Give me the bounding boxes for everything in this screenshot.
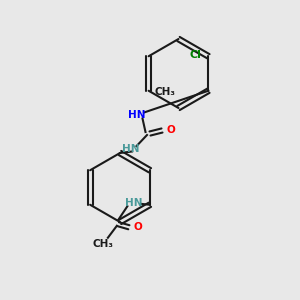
Text: HN: HN <box>128 110 145 121</box>
Text: HN: HN <box>122 143 139 154</box>
Text: CH₃: CH₃ <box>154 87 175 97</box>
Text: O: O <box>167 125 175 136</box>
Text: HN: HN <box>124 198 142 208</box>
Text: Cl: Cl <box>189 50 201 60</box>
Text: CH₃: CH₃ <box>93 239 114 249</box>
Text: O: O <box>134 222 142 232</box>
